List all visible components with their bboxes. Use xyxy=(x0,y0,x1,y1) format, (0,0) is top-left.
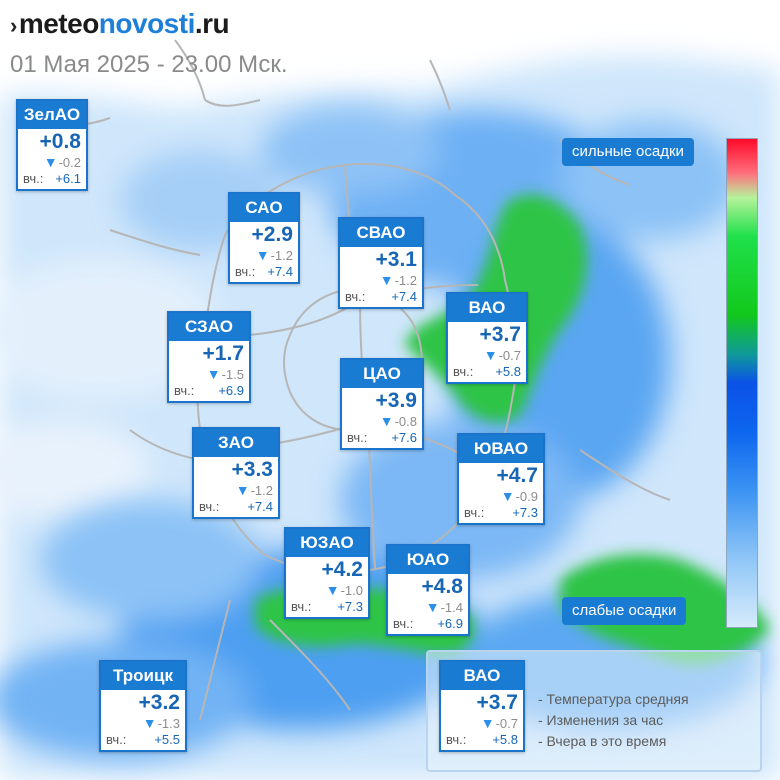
district-yesterday: +7.4 xyxy=(391,289,417,304)
district-yesterday: +5.5 xyxy=(154,732,180,747)
district-yesterday: +7.4 xyxy=(247,499,273,514)
yesterday-label: вч.: xyxy=(347,430,368,445)
district-card-svao[interactable]: СВАО +3.1 ▼-1.2 вч.: +7.4 xyxy=(338,217,424,309)
district-change: -1.2 xyxy=(394,273,417,288)
down-triangle-icon: ▼ xyxy=(480,715,495,731)
heavy-precipitation-label: сильные осадки xyxy=(562,138,694,166)
district-yesterday: +6.9 xyxy=(218,383,244,398)
yesterday-label: вч.: xyxy=(106,732,127,747)
district-yesterday: +7.3 xyxy=(512,505,538,520)
district-temperature: +2.9 xyxy=(251,223,293,246)
yesterday-label: вч.: xyxy=(23,171,44,186)
down-triangle-icon: ▼ xyxy=(206,366,221,382)
yesterday-label: вч.: xyxy=(345,289,366,304)
logo-text-suffix: .ru xyxy=(194,8,230,39)
district-card-szao[interactable]: СЗАО +1.7 ▼-1.5 вч.: +6.9 xyxy=(167,311,251,403)
district-temperature: +3.7 xyxy=(479,323,521,346)
yesterday-label: вч.: xyxy=(235,264,256,279)
down-triangle-icon: ▼ xyxy=(255,247,270,263)
district-temperature: +4.7 xyxy=(496,464,538,487)
precipitation-color-scale xyxy=(726,138,758,628)
down-triangle-icon: ▼ xyxy=(325,582,340,598)
district-yesterday: +7.3 xyxy=(337,599,363,614)
district-temperature: +4.8 xyxy=(421,575,463,598)
district-change: -1.2 xyxy=(270,248,293,263)
district-change: -0.8 xyxy=(394,414,417,429)
district-change: -0.9 xyxy=(515,489,538,504)
district-name: ЮВАО xyxy=(459,435,543,463)
district-temperature: +3.1 xyxy=(375,248,417,271)
district-temperature: +1.7 xyxy=(202,342,244,365)
down-triangle-icon: ▼ xyxy=(425,599,440,615)
district-name: ВАО xyxy=(448,294,526,322)
district-temperature: +3.2 xyxy=(138,691,180,714)
district-name: ЗелАО xyxy=(18,101,86,129)
down-triangle-icon: ▼ xyxy=(379,413,394,429)
district-card-yuvao[interactable]: ЮВАО +4.7 ▼-0.9 вч.: +7.3 xyxy=(457,433,545,525)
logo-text-middle: novosti xyxy=(98,8,196,39)
yesterday-label: вч.: xyxy=(199,499,220,514)
district-name: Троицк xyxy=(101,662,185,690)
district-card-yuzao[interactable]: ЮЗАО +4.2 ▼-1.0 вч.: +7.3 xyxy=(284,527,370,619)
legend-item-change: - Изменения за час xyxy=(538,712,664,728)
legend-item-yesterday: - Вчера в это время xyxy=(538,733,667,749)
district-change: -1.5 xyxy=(221,367,244,382)
yesterday-label: вч.: xyxy=(464,505,485,520)
district-yesterday: +7.6 xyxy=(391,430,417,445)
district-name: ЗАО xyxy=(194,429,278,457)
district-card-troitsk[interactable]: Троицк +3.2 ▼-1.3 вч.: +5.5 xyxy=(99,660,187,752)
district-change: -1.3 xyxy=(157,716,180,731)
district-change: -0.7 xyxy=(498,348,521,363)
yesterday-label: вч.: xyxy=(393,616,414,631)
district-card-yuao[interactable]: ЮАО +4.8 ▼-1.4 вч.: +6.9 xyxy=(386,544,470,636)
down-triangle-icon: ▼ xyxy=(483,347,498,363)
district-yesterday: +7.4 xyxy=(267,264,293,279)
district-temperature: +3.9 xyxy=(375,389,417,412)
down-triangle-icon: ▼ xyxy=(142,715,157,731)
district-card-zelao[interactable]: ЗелАО +0.8 ▼-0.2 вч.: +6.1 xyxy=(16,99,88,191)
yesterday-label: вч.: xyxy=(174,383,195,398)
district-name: СЗАО xyxy=(169,313,249,341)
district-change: -1.2 xyxy=(250,483,273,498)
legend-sample-card: ВАО +3.7 ▼-0.7 вч.: +5.8 xyxy=(439,660,525,752)
down-triangle-icon: ▼ xyxy=(43,154,58,170)
chevron-right-icon: › xyxy=(10,13,17,38)
legend-sample-name: ВАО xyxy=(441,662,523,690)
down-triangle-icon: ▼ xyxy=(235,482,250,498)
district-card-zao[interactable]: ЗАО +3.3 ▼-1.2 вч.: +7.4 xyxy=(192,427,280,519)
date-time-subtitle: 01 Мая 2025 - 23.00 Мск. xyxy=(10,51,288,78)
district-card-cao[interactable]: ЦАО +3.9 ▼-0.8 вч.: +7.6 xyxy=(340,358,424,450)
down-triangle-icon: ▼ xyxy=(379,272,394,288)
logo-text-prefix: meteo xyxy=(18,8,99,39)
district-change: -1.4 xyxy=(440,600,463,615)
district-temperature: +4.2 xyxy=(321,558,363,581)
district-yesterday: +6.9 xyxy=(437,616,463,631)
district-name: САО xyxy=(230,194,298,222)
legend-item-temperature: - Температура средняя xyxy=(538,691,689,707)
district-name: ЮЗАО xyxy=(286,529,368,557)
district-yesterday: +5.8 xyxy=(495,364,521,379)
legend-sample-yesterday: +5.8 xyxy=(492,732,518,747)
site-logo[interactable]: ›meteonovosti.ru xyxy=(10,6,230,44)
district-temperature: +0.8 xyxy=(39,130,81,153)
district-change: -0.2 xyxy=(58,155,81,170)
yesterday-label: вч.: xyxy=(453,364,474,379)
district-yesterday: +6.1 xyxy=(55,171,81,186)
down-triangle-icon: ▼ xyxy=(500,488,515,504)
yesterday-label: вч.: xyxy=(446,732,467,747)
district-card-vao[interactable]: ВАО +3.7 ▼-0.7 вч.: +5.8 xyxy=(446,292,528,384)
district-name: СВАО xyxy=(340,219,422,247)
district-card-sao[interactable]: САО +2.9 ▼-1.2 вч.: +7.4 xyxy=(228,192,300,284)
district-name: ЮАО xyxy=(388,546,468,574)
legend-sample-change: -0.7 xyxy=(495,716,518,731)
district-name: ЦАО xyxy=(342,360,422,388)
light-precipitation-label: слабые осадки xyxy=(562,597,687,625)
legend-sample-temperature: +3.7 xyxy=(476,691,518,714)
district-change: -1.0 xyxy=(340,583,363,598)
district-temperature: +3.3 xyxy=(231,458,273,481)
yesterday-label: вч.: xyxy=(291,599,312,614)
